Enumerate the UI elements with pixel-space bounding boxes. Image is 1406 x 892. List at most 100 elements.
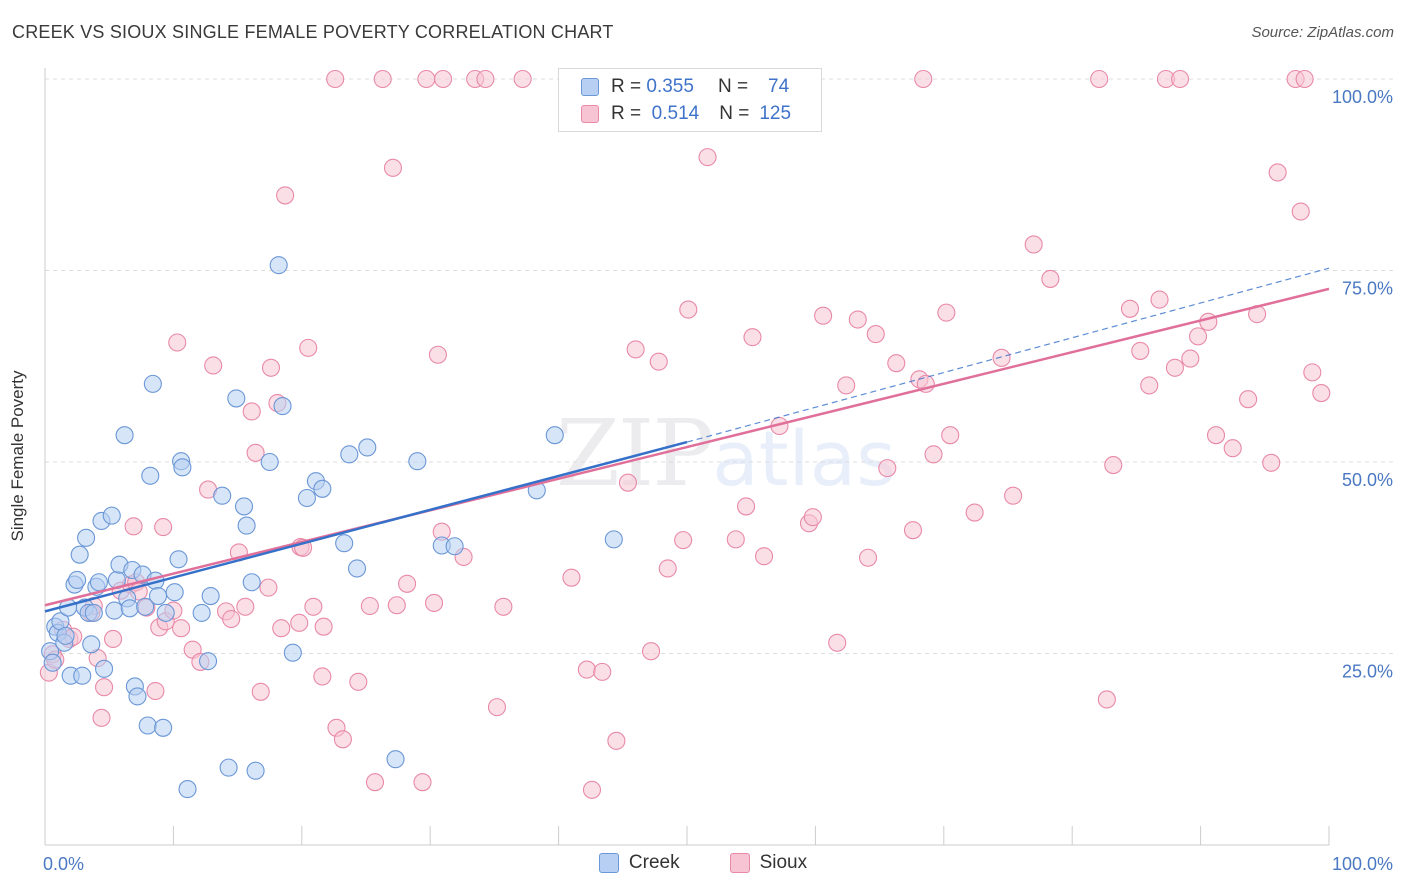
creek-point bbox=[165, 583, 184, 602]
sioux-point bbox=[1223, 439, 1242, 458]
creek-point bbox=[136, 597, 155, 616]
sioux-point bbox=[476, 69, 495, 89]
creek-point bbox=[143, 374, 162, 393]
creek-point bbox=[445, 537, 464, 556]
sioux-point bbox=[743, 328, 762, 347]
trend-lines bbox=[44, 267, 1330, 613]
source-credit: Source: ZipAtlas.com bbox=[1251, 24, 1394, 41]
sioux-point bbox=[168, 333, 187, 352]
sioux-point bbox=[398, 574, 417, 593]
sioux-point bbox=[222, 609, 241, 629]
legend-sioux-label: Sioux bbox=[759, 852, 808, 873]
sioux-point bbox=[1090, 69, 1109, 89]
sioux-point bbox=[1206, 426, 1226, 445]
data-points bbox=[39, 69, 1331, 799]
sioux-point bbox=[146, 681, 165, 701]
sioux-point bbox=[562, 568, 581, 587]
creek-point bbox=[70, 545, 89, 564]
x-tick-label-end: 100.0% bbox=[1332, 854, 1393, 874]
creek-point bbox=[173, 458, 192, 477]
sioux-point bbox=[246, 443, 265, 462]
creek-point bbox=[213, 486, 232, 505]
creek-point bbox=[128, 687, 147, 706]
sioux-point bbox=[674, 531, 693, 550]
creek-point bbox=[56, 626, 75, 645]
creek-point bbox=[408, 452, 427, 471]
creek-point bbox=[269, 256, 288, 275]
sioux-point bbox=[924, 445, 943, 464]
sioux-point bbox=[858, 548, 878, 567]
sioux-point bbox=[154, 518, 173, 537]
sioux-point bbox=[373, 69, 392, 89]
sioux-point bbox=[204, 356, 223, 375]
sioux-point bbox=[1181, 349, 1200, 368]
legend-item-creek: Creek bbox=[598, 852, 680, 874]
y-tick-label: 50.0% bbox=[1342, 470, 1393, 490]
legend-row-creek: R = 0.355 N = 74 bbox=[581, 74, 789, 100]
sioux-point bbox=[737, 497, 756, 516]
sioux-point bbox=[236, 597, 255, 616]
creek-point bbox=[347, 559, 367, 578]
sioux-point bbox=[914, 69, 933, 89]
creek-point bbox=[273, 397, 292, 416]
sioux-n-value: 125 bbox=[759, 103, 792, 124]
sioux-r-label: R = bbox=[611, 103, 642, 124]
sioux-point bbox=[95, 678, 114, 697]
sioux-point bbox=[124, 517, 143, 536]
sioux-swatch bbox=[581, 105, 599, 123]
series-legend: Creek Sioux bbox=[0, 852, 1406, 874]
creek-r-label: R = bbox=[611, 76, 642, 97]
legend-creek-swatch bbox=[598, 853, 619, 873]
sioux-point bbox=[242, 402, 261, 421]
sioux-point bbox=[593, 662, 612, 681]
sioux-point bbox=[866, 325, 885, 344]
sioux-point bbox=[698, 148, 717, 167]
chart-title: CREEK VS SIOUX SINGLE FEMALE POVERTY COR… bbox=[12, 22, 614, 42]
sioux-point bbox=[577, 660, 596, 679]
axes bbox=[44, 68, 1330, 846]
sioux-r-value: 0.514 bbox=[651, 103, 700, 124]
sioux-point bbox=[814, 306, 833, 325]
creek-point bbox=[68, 570, 87, 590]
legend-sioux-swatch bbox=[729, 853, 750, 873]
sioux-point bbox=[261, 358, 281, 377]
sioux-point bbox=[726, 530, 745, 549]
sioux-point bbox=[903, 521, 923, 540]
watermark-atlas: atlas bbox=[712, 414, 896, 503]
creek-point bbox=[604, 530, 623, 549]
creek-swatch bbox=[581, 78, 599, 96]
creek-trend-line bbox=[44, 440, 688, 613]
sioux-point bbox=[104, 629, 123, 648]
creek-point bbox=[141, 466, 160, 485]
creek-point bbox=[115, 426, 134, 445]
creek-point bbox=[234, 497, 254, 516]
sioux-point bbox=[1303, 363, 1322, 382]
creek-point bbox=[199, 652, 218, 671]
creek-point bbox=[283, 643, 302, 662]
sioux-point bbox=[326, 69, 345, 89]
sioux-point bbox=[1150, 290, 1169, 309]
creek-point bbox=[192, 603, 211, 622]
sioux-point bbox=[848, 310, 867, 329]
sioux-point bbox=[754, 547, 774, 566]
sioux-point bbox=[965, 503, 984, 522]
sioux-point bbox=[417, 69, 436, 89]
y-tick-label: 25.0% bbox=[1342, 662, 1393, 682]
creek-point bbox=[73, 666, 92, 685]
creek-point bbox=[335, 534, 354, 553]
sioux-point bbox=[290, 613, 309, 632]
creek-point bbox=[545, 426, 564, 445]
sioux-point bbox=[658, 559, 677, 578]
sioux-point bbox=[941, 426, 960, 445]
creek-point bbox=[138, 716, 157, 735]
sioux-point bbox=[387, 596, 406, 615]
sioux-point bbox=[679, 300, 698, 319]
creek-point bbox=[227, 389, 246, 408]
sioux-point bbox=[425, 593, 444, 612]
sioux-point bbox=[304, 597, 323, 616]
creek-point bbox=[82, 635, 101, 654]
sioux-point bbox=[1097, 690, 1116, 709]
sioux-point bbox=[360, 596, 379, 616]
creek-point bbox=[386, 750, 405, 769]
